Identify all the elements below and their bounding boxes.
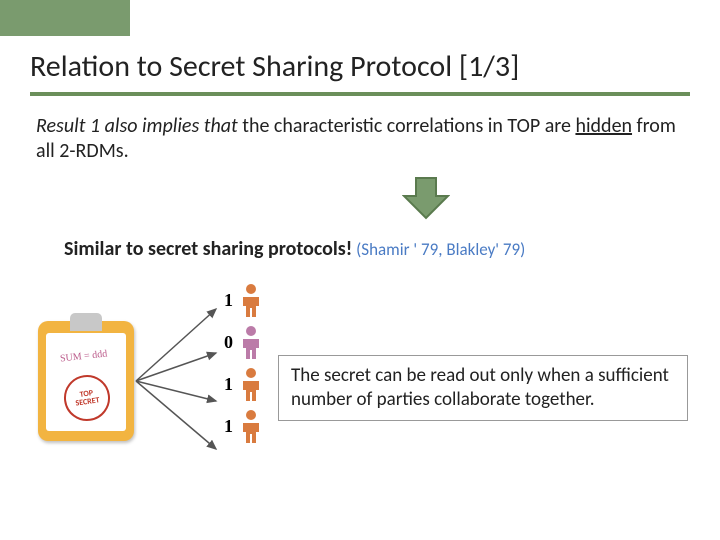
clipboard-icon: SUM = ddd TOP SECRET [38, 321, 134, 441]
parties-column: 1 0 1 1 [224, 283, 263, 443]
person-icon [239, 409, 263, 443]
body1-italic: Result 1 also implies that [36, 114, 238, 138]
clipboard-clip [70, 313, 102, 331]
top-secret-stamp-icon: TOP SECRET [61, 372, 113, 424]
bit-label: 1 [224, 290, 233, 311]
callout-text: The secret can be read out only when a s… [291, 364, 669, 411]
arrow-shape [404, 178, 448, 218]
title-underline [30, 92, 690, 96]
body2-bold: Similar to secret sharing protocols! [64, 237, 352, 261]
person-icon [239, 283, 263, 317]
callout-box: The secret can be read out only when a s… [278, 355, 688, 421]
distribution-arrows [134, 303, 228, 463]
party-row: 1 [224, 367, 263, 401]
body-text-similar: Similar to secret sharing protocols! (Sh… [64, 237, 525, 261]
party-row: 1 [224, 283, 263, 317]
person-icon [239, 325, 263, 359]
clipboard-paper: SUM = ddd TOP SECRET [46, 333, 126, 431]
body1-rest-a: the characteristic correlations in TOP a… [238, 114, 576, 138]
bit-label: 1 [224, 374, 233, 395]
party-row: 0 [224, 325, 263, 359]
clipboard-scribble: SUM = ddd [60, 349, 108, 365]
party-row: 1 [224, 409, 263, 443]
down-arrow-icon [402, 176, 450, 225]
body-text-result: Result 1 also implies that the character… [36, 114, 676, 164]
slide-title: Relation to Secret Sharing Protocol [1/3… [30, 48, 519, 85]
secret-sharing-diagram: SUM = ddd TOP SECRET 1 0 1 [38, 283, 298, 473]
bit-label: 1 [224, 416, 233, 437]
body2-ref: (Shamir ' 79, Blakley' 79) [352, 239, 525, 260]
stamp-line2: SECRET [75, 396, 100, 407]
header-accent-bar [0, 0, 130, 36]
bit-label: 0 [224, 332, 233, 353]
body1-hidden: hidden [575, 114, 632, 138]
person-icon [239, 367, 263, 401]
